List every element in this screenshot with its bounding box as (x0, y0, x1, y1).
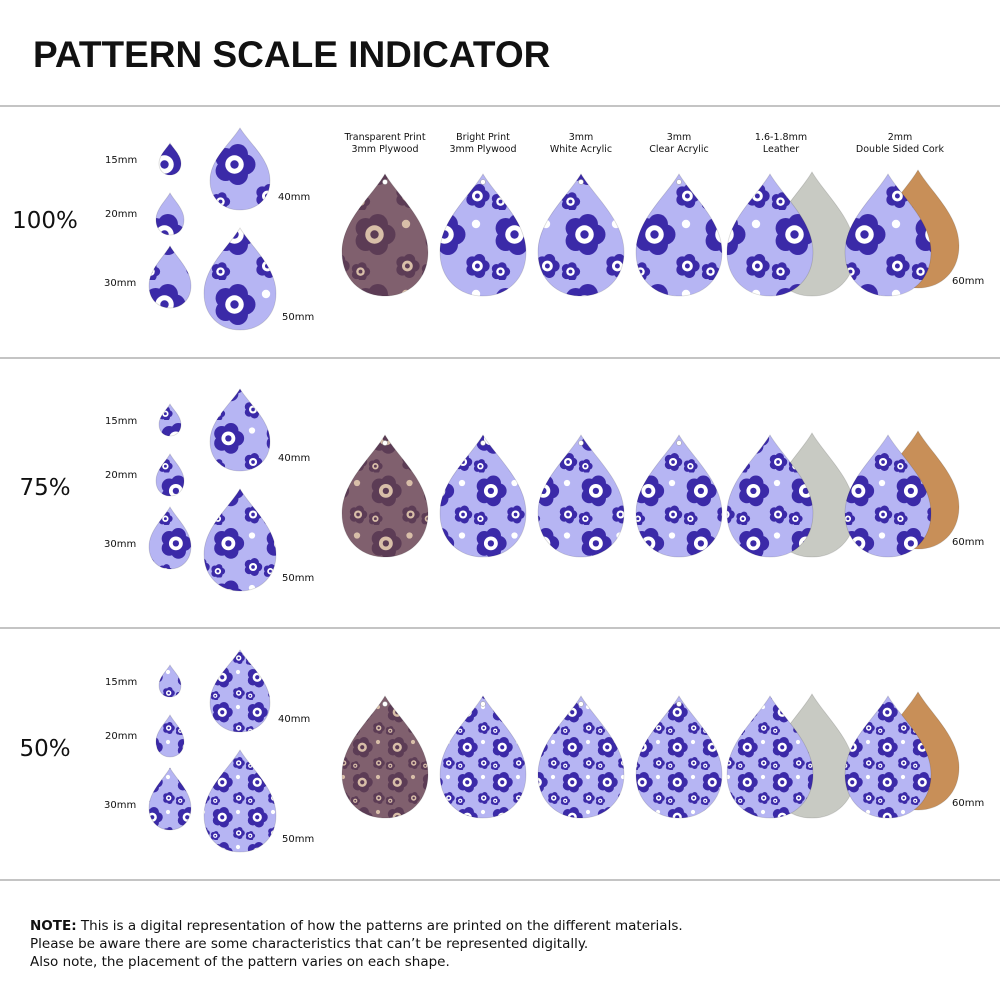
hole (578, 179, 584, 185)
material-shape (844, 173, 932, 297)
note-line: Please be aware there are some character… (30, 936, 588, 952)
material-shape (341, 695, 429, 819)
sample-shape (148, 245, 192, 309)
sample-shape (203, 488, 277, 592)
size-label: 40mm (278, 192, 310, 203)
material-shape (635, 173, 723, 297)
size-label: 60mm (952, 276, 984, 287)
size-label: 15mm (105, 677, 137, 688)
size-label: 50mm (282, 834, 314, 845)
sample-shape (158, 142, 182, 176)
material-shape (439, 173, 527, 297)
size-label: 20mm (105, 731, 137, 742)
sample-shape (155, 453, 185, 497)
sample-shape (148, 767, 192, 831)
size-label: 40mm (278, 714, 310, 725)
sample-shape (155, 714, 185, 758)
size-label: 40mm (278, 453, 310, 464)
hole (676, 701, 682, 707)
material-shape (439, 695, 527, 819)
scale-label: 100% (12, 208, 78, 234)
sample-shape (209, 649, 271, 733)
note-line: Also note, the placement of the pattern … (30, 954, 450, 970)
material-label: 3mm Plywood (450, 144, 517, 155)
material-label: Leather (763, 144, 799, 155)
material-shape (537, 434, 625, 558)
note-line: NOTE: This is a digital representation o… (30, 918, 683, 934)
size-label: 15mm (105, 416, 137, 427)
material-label: Bright Print (456, 132, 510, 143)
sample-shape (209, 127, 271, 211)
sample-shape (158, 664, 182, 698)
material-label: 3mm Plywood (352, 144, 419, 155)
sample-shape (209, 388, 271, 472)
hole (382, 701, 388, 707)
size-label: 30mm (104, 278, 136, 289)
material-shape (537, 173, 625, 297)
material-label: Double Sided Cork (856, 144, 945, 155)
hole (382, 440, 388, 446)
note-text: This is a digital representation of how … (80, 918, 683, 934)
hole (480, 179, 486, 185)
material-label: 2mm (888, 132, 913, 143)
material-label: 3mm (667, 132, 692, 143)
size-label: 15mm (105, 155, 137, 166)
scale-label: 75% (19, 475, 70, 501)
size-label: 20mm (105, 470, 137, 481)
material-shape (439, 434, 527, 558)
material-shape (844, 695, 932, 819)
size-label: 20mm (105, 209, 137, 220)
size-label: 50mm (282, 312, 314, 323)
material-shape (844, 434, 932, 558)
hole (676, 440, 682, 446)
sample-shape (155, 192, 185, 236)
size-label: 50mm (282, 573, 314, 584)
title: PATTERN SCALE INDICATOR (33, 34, 550, 75)
material-shape (635, 434, 723, 558)
material-label: 3mm (569, 132, 594, 143)
material-label: 1.6-1.8mm (755, 132, 807, 143)
sample-shape (158, 403, 182, 437)
scale-label: 50% (19, 736, 70, 762)
hole (578, 440, 584, 446)
material-shape (726, 434, 814, 558)
sample-shape (203, 227, 277, 331)
material-shape (537, 695, 625, 819)
material-label: Transparent Print (343, 132, 425, 143)
hole (382, 179, 388, 185)
sample-shape (148, 506, 192, 570)
hole (480, 440, 486, 446)
hole (480, 701, 486, 707)
material-label: White Acrylic (550, 144, 612, 155)
material-shape (341, 434, 429, 558)
size-label: 60mm (952, 537, 984, 548)
note-label: NOTE: (30, 918, 77, 934)
material-shape (726, 173, 814, 297)
size-label: 60mm (952, 798, 984, 809)
material-shape (635, 695, 723, 819)
hole (578, 701, 584, 707)
size-label: 30mm (104, 539, 136, 550)
material-label: Clear Acrylic (649, 144, 708, 155)
hole (676, 179, 682, 185)
sample-shape (203, 749, 277, 853)
material-shape (726, 695, 814, 819)
size-label: 30mm (104, 800, 136, 811)
material-shape (341, 173, 429, 297)
